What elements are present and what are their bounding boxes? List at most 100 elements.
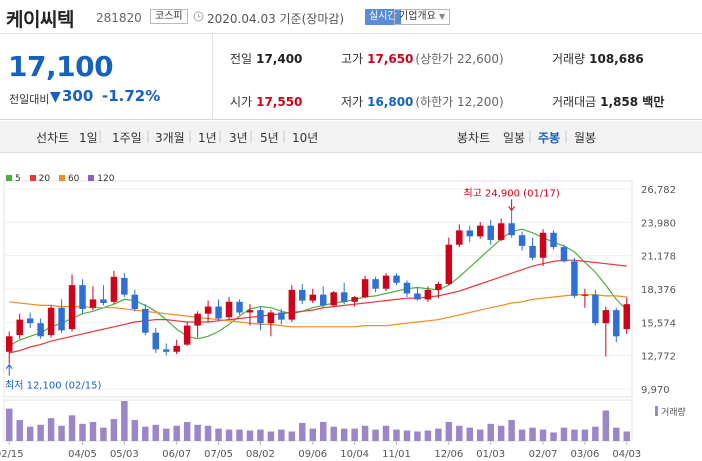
- stock-code: 281820: [96, 11, 142, 25]
- candle-daily[interactable]: 일봉: [503, 131, 526, 145]
- ma20-line: [9, 259, 627, 354]
- period-1d[interactable]: 1일: [79, 131, 98, 145]
- legend-swatch: [29, 175, 36, 181]
- candle-body: [100, 299, 107, 303]
- candle-body: [131, 294, 139, 309]
- candle-body: [550, 232, 557, 248]
- candle-body: [194, 313, 201, 326]
- volume-bar: [351, 428, 358, 441]
- candle-body: [288, 289, 296, 320]
- volume-bar: [89, 421, 97, 441]
- volume-bar: [382, 425, 390, 441]
- legend-swatch: [88, 175, 95, 181]
- candle-monthly[interactable]: 월봉: [574, 131, 597, 145]
- volume-bar: [225, 429, 233, 441]
- stat-label: 전일: [230, 52, 253, 66]
- stat-amount: 거래대금 1,858 백만: [552, 93, 664, 110]
- stat-label: 저가: [341, 95, 364, 109]
- candle-body: [340, 292, 348, 302]
- price-change: 300: [62, 87, 94, 105]
- period-5y[interactable]: 5년: [260, 131, 279, 145]
- volume-bar: [508, 420, 515, 441]
- volume-bar: [435, 428, 442, 441]
- candle-body: [623, 304, 631, 330]
- candle-body: [497, 223, 505, 240]
- lower-limit: (하한가 12,200): [415, 95, 504, 109]
- volume-bar: [487, 423, 494, 441]
- x-tick-label: 12/06: [434, 449, 463, 460]
- x-tick-label: 06/07: [162, 449, 191, 460]
- legend-ma60: 60: [58, 174, 80, 184]
- candle-body: [592, 294, 599, 324]
- candle-body: [278, 312, 285, 320]
- stock-name: 케이씨텍: [6, 9, 74, 31]
- realtime-button[interactable]: 실시간: [365, 9, 401, 25]
- candle-body: [152, 332, 160, 350]
- candle-body: [372, 279, 379, 289]
- volume-panel-frame: [3, 399, 633, 442]
- volume-bar: [183, 421, 191, 441]
- stat-volume: 거래량 108,686: [552, 50, 644, 67]
- clock-icon: [193, 11, 204, 22]
- y-tick-label: 15,574: [641, 318, 676, 329]
- volume-bar: [37, 424, 44, 441]
- quote-date: 2020.04.03 기준(장마감): [207, 12, 345, 26]
- candle-body: [602, 310, 610, 324]
- volume-bar: [58, 425, 65, 441]
- volume-bar: [592, 426, 599, 441]
- company-overview-label: 기업개요: [399, 11, 436, 22]
- stat-value: 17,650: [367, 52, 414, 66]
- company-overview-dropdown[interactable]: 기업개요 ▼: [394, 9, 451, 25]
- candle-body: [560, 247, 568, 262]
- period-3m[interactable]: 3개월: [155, 131, 185, 145]
- candle-body: [257, 310, 264, 324]
- x-tick-label: 02/07: [529, 449, 558, 460]
- candle-body: [47, 307, 55, 336]
- candle-body: [445, 244, 453, 284]
- candle-body: [236, 301, 243, 313]
- volume-bar: [613, 427, 620, 441]
- volume-bar: [550, 432, 557, 441]
- volume-bar: [5, 408, 13, 441]
- current-price: 17,100: [8, 50, 114, 83]
- candle-body: [246, 310, 254, 313]
- volume-bar: [529, 427, 536, 441]
- stat-label: 시가: [230, 95, 253, 109]
- volume-bar: [445, 421, 453, 441]
- volume-bar: [288, 431, 296, 441]
- volume-bar: [204, 425, 212, 441]
- separator: |: [564, 129, 569, 143]
- period-3y[interactable]: 3년: [229, 131, 248, 145]
- volume-bar: [110, 419, 118, 441]
- volume-bar: [173, 425, 180, 441]
- candle-body: [5, 336, 13, 352]
- period-10y[interactable]: 10년: [292, 131, 319, 145]
- candle-body: [529, 245, 536, 258]
- volume-bar: [246, 430, 254, 441]
- candle-body: [330, 292, 337, 306]
- legend-ma5: 5: [6, 174, 21, 184]
- volume-bar: [466, 427, 474, 441]
- candle-body: [361, 279, 369, 298]
- period-1y[interactable]: 1년: [198, 131, 217, 145]
- candle-weekly[interactable]: 주봉: [538, 131, 561, 145]
- volume-bar: [330, 426, 337, 441]
- stat-value: 17,400: [256, 52, 303, 66]
- period-1w[interactable]: 1주일: [112, 131, 142, 145]
- legend-label: 60: [67, 174, 80, 184]
- chart-period-bar: 선차트 1일 | 1주일 | 3개월 | 1년 | 3년 | 5년 | 10년 …: [0, 121, 702, 153]
- candle-body: [37, 323, 44, 337]
- legend-swatch: [6, 175, 12, 181]
- x-tick-label: 10/04: [340, 449, 369, 460]
- volume-bar: [581, 429, 589, 441]
- volume-bar: [403, 430, 411, 441]
- separator: |: [249, 129, 254, 143]
- legend-ma120: 120: [88, 174, 114, 184]
- candle-chart-label: 봉차트: [457, 131, 491, 145]
- low-annotation: 최저 12,100 (02/15): [5, 380, 101, 392]
- x-tick-label: 11/01: [382, 449, 411, 460]
- x-tick-label: 03/06: [570, 449, 599, 460]
- volume-bar: [340, 428, 348, 441]
- separator: |: [218, 129, 223, 143]
- volume-bar: [267, 431, 275, 441]
